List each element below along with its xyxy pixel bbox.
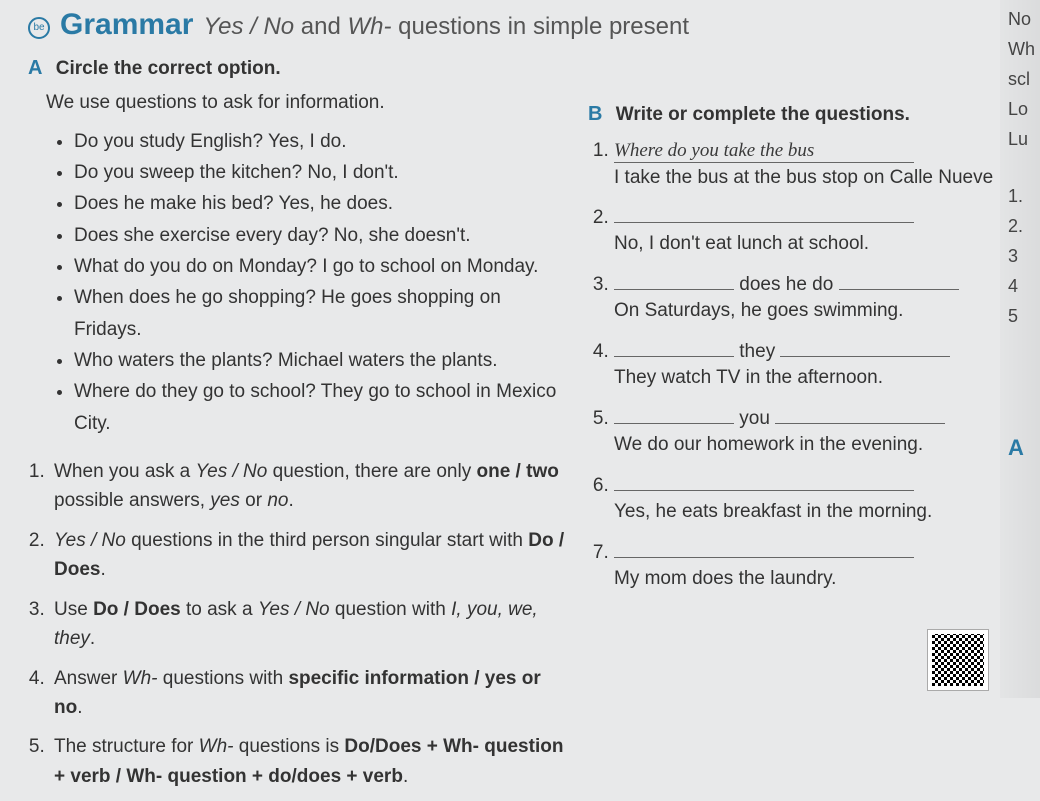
text: . bbox=[403, 766, 408, 787]
blank-line bbox=[614, 537, 914, 558]
edge-text: Lo bbox=[1008, 96, 1040, 124]
section-a: A Circle the correct option. We use ques… bbox=[28, 57, 568, 801]
edge-text: Lu bbox=[1008, 126, 1040, 154]
list-item: Answer Wh- questions with specific infor… bbox=[50, 664, 568, 723]
list-item: does he do On Saturdays, he goes swimmin… bbox=[614, 269, 998, 322]
list-item: Yes / No questions in the third person s… bbox=[50, 526, 568, 585]
list-item: When does he go shopping? He goes shoppi… bbox=[74, 282, 568, 345]
handwritten-answer: Where do you take the bus bbox=[614, 140, 914, 163]
list-item: What do you do on Monday? I go to school… bbox=[74, 251, 568, 282]
section-b-instruction: Write or complete the questions. bbox=[616, 104, 910, 125]
magnifier-icon: be bbox=[28, 17, 50, 39]
list-item: Do you sweep the kitchen? No, I don't. bbox=[74, 157, 568, 188]
text: they bbox=[734, 341, 780, 362]
list-item: The structure for Wh- questions is Do/Do… bbox=[50, 732, 568, 791]
subtitle-plain-1: and bbox=[294, 13, 347, 40]
edge-text: 3 bbox=[1008, 243, 1040, 271]
text: to ask a bbox=[181, 599, 258, 620]
subtitle-italic-2: Wh- bbox=[348, 13, 392, 40]
text: When you ask a bbox=[54, 461, 196, 482]
edge-section-letter: A bbox=[1008, 431, 1040, 465]
text: no bbox=[267, 490, 288, 511]
edge-text: scl bbox=[1008, 66, 1040, 94]
text: Do / Does bbox=[93, 599, 181, 620]
answer-text: On Saturdays, he goes swimming. bbox=[614, 300, 998, 322]
page-edge-next: No Wh scl Lo Lu 1. 2. 3 4 5 A bbox=[1000, 0, 1040, 698]
text: Use bbox=[54, 599, 93, 620]
list-item: When you ask a Yes / No question, there … bbox=[50, 457, 568, 516]
edge-text: Wh bbox=[1008, 36, 1040, 64]
text: does he do bbox=[734, 274, 839, 295]
edge-text: 4 bbox=[1008, 273, 1040, 301]
section-a-intro: We use questions to ask for information. bbox=[46, 92, 568, 114]
text: yes bbox=[210, 490, 240, 511]
text: Yes / No bbox=[196, 461, 268, 482]
text: possible answers, bbox=[54, 490, 210, 511]
page-subtitle: Yes / No and Wh- questions in simple pre… bbox=[203, 13, 689, 41]
text: Answer bbox=[54, 668, 123, 689]
section-a-letter: A bbox=[28, 57, 42, 79]
circle-options-list: When you ask a Yes / No question, there … bbox=[50, 457, 568, 791]
text: Yes / No bbox=[54, 530, 126, 551]
fill-questions-list: Where do you take the bus I take the bus… bbox=[614, 140, 998, 590]
list-item: Yes, he eats breakfast in the morning. bbox=[614, 470, 998, 523]
answer-text: They watch TV in the afternoon. bbox=[614, 367, 998, 389]
answer-text: We do our homework in the evening. bbox=[614, 434, 998, 456]
list-item: Does she exercise every day? No, she doe… bbox=[74, 220, 568, 251]
section-a-heading: A Circle the correct option. bbox=[28, 57, 568, 80]
text: Wh- bbox=[199, 736, 234, 757]
text: questions with bbox=[157, 668, 288, 689]
text: one / two bbox=[477, 461, 559, 482]
text: question, there are only bbox=[267, 461, 476, 482]
text: The structure for bbox=[54, 736, 199, 757]
blank-line bbox=[775, 403, 945, 424]
list-item: Where do they go to school? They go to s… bbox=[74, 376, 568, 439]
subtitle-italic-1: Yes / No bbox=[203, 13, 294, 40]
list-item: you We do our homework in the evening. bbox=[614, 403, 998, 456]
text: Yes / No bbox=[258, 599, 330, 620]
qr-code-icon bbox=[928, 630, 988, 690]
text: . bbox=[77, 697, 82, 718]
text: questions in the third person singular s… bbox=[126, 530, 528, 551]
edge-text: 1. bbox=[1008, 183, 1040, 211]
list-item: Use Do / Does to ask a Yes / No question… bbox=[50, 595, 568, 654]
edge-text: No bbox=[1008, 6, 1040, 34]
section-b-letter: B bbox=[588, 103, 602, 125]
text: question with bbox=[330, 599, 451, 620]
blank-line bbox=[614, 403, 734, 424]
example-list: Do you study English? Yes, I do. Do you … bbox=[74, 126, 568, 439]
list-item: Do you study English? Yes, I do. bbox=[74, 126, 568, 157]
list-item: My mom does the laundry. bbox=[614, 537, 998, 590]
text: . bbox=[100, 559, 105, 580]
list-item: they They watch TV in the afternoon. bbox=[614, 336, 998, 389]
answer-text: No, I don't eat lunch at school. bbox=[614, 233, 998, 255]
section-b-heading: B Write or complete the questions. bbox=[588, 103, 998, 126]
text: you bbox=[734, 408, 775, 429]
blank-line bbox=[839, 269, 959, 290]
list-item: Does he make his bed? Yes, he does. bbox=[74, 188, 568, 219]
blank-line bbox=[614, 470, 914, 491]
blank-line bbox=[614, 203, 914, 224]
page-header: be Grammar Yes / No and Wh- questions in… bbox=[28, 8, 1040, 43]
text: or bbox=[240, 490, 267, 511]
text: questions is bbox=[234, 736, 345, 757]
edge-text: 2. bbox=[1008, 213, 1040, 241]
answer-text: I take the bus at the bus stop on Calle … bbox=[614, 167, 998, 189]
text: . bbox=[90, 628, 95, 649]
text: . bbox=[288, 490, 293, 511]
text: Wh- bbox=[123, 668, 158, 689]
blank-line bbox=[614, 269, 734, 290]
blank-line bbox=[614, 336, 734, 357]
list-item: Who waters the plants? Michael waters th… bbox=[74, 345, 568, 376]
section-a-instruction: Circle the correct option. bbox=[56, 58, 281, 79]
answer-text: Yes, he eats breakfast in the morning. bbox=[614, 501, 998, 523]
list-item: No, I don't eat lunch at school. bbox=[614, 203, 998, 256]
edge-text: 5 bbox=[1008, 303, 1040, 331]
blank-line bbox=[780, 336, 950, 357]
grammar-title: Grammar bbox=[60, 8, 193, 42]
answer-text: My mom does the laundry. bbox=[614, 568, 998, 590]
list-item: Where do you take the bus I take the bus… bbox=[614, 140, 998, 189]
subtitle-plain-2: questions in simple present bbox=[392, 13, 690, 40]
